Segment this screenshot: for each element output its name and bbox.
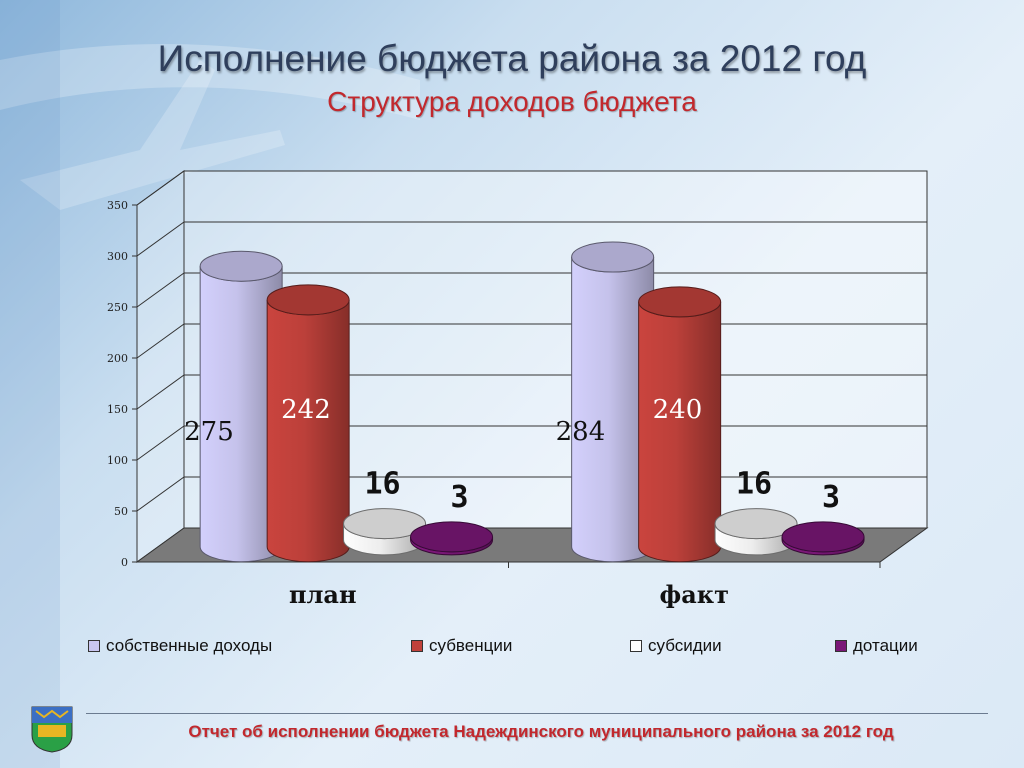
data-label: 275 xyxy=(184,417,234,447)
bar-top xyxy=(638,286,722,318)
bar-top xyxy=(343,508,427,540)
legend-label: дотации xyxy=(853,636,918,655)
bar-top xyxy=(410,521,494,553)
bar-body xyxy=(266,299,350,563)
bar-cylinder xyxy=(781,521,865,556)
bar-top xyxy=(571,241,655,273)
bar-body xyxy=(638,301,722,563)
district-emblem xyxy=(31,706,73,753)
slide-title: Исполнение бюджета района за 2012 год xyxy=(157,38,867,79)
data-label: 242 xyxy=(281,395,331,425)
x-category-label: факт xyxy=(660,580,729,609)
bar-cylinder xyxy=(410,521,494,556)
legend-item: собственные доходы xyxy=(88,636,272,656)
x-category-label: план xyxy=(289,580,357,609)
chart-side-wall xyxy=(136,170,185,563)
data-label: 3 xyxy=(451,480,469,515)
legend-label: субвенции xyxy=(429,636,513,655)
data-label: 16 xyxy=(364,467,400,502)
y-tick-label: 50 xyxy=(114,505,128,518)
data-label: 16 xyxy=(736,467,772,502)
chart-legend: собственные доходы субвенции субсидии до… xyxy=(80,636,960,658)
legend-swatch xyxy=(411,640,423,652)
bar-cylinder xyxy=(199,250,283,563)
data-label: 3 xyxy=(822,480,840,515)
y-tick-label: 0 xyxy=(121,556,128,569)
gridline xyxy=(136,221,927,257)
y-tick-label: 250 xyxy=(107,301,128,314)
bar-cylinder xyxy=(571,241,655,563)
y-tick-label: 150 xyxy=(107,403,128,416)
bar-cylinder xyxy=(714,508,798,556)
slide-subtitle: Структура доходов бюджета xyxy=(327,86,697,117)
y-tick-label: 300 xyxy=(107,250,128,263)
bar-top xyxy=(199,250,283,282)
bar-top xyxy=(714,508,798,540)
footer-text: Отчет об исполнении бюджета Надеждинског… xyxy=(188,722,894,741)
footer-divider xyxy=(86,713,988,714)
bar-top xyxy=(781,521,865,553)
legend-item: субвенции xyxy=(411,636,512,656)
legend-item: субсидии xyxy=(630,636,722,656)
legend-swatch xyxy=(88,640,100,652)
gridline xyxy=(136,170,927,206)
legend-item: дотации xyxy=(835,636,918,656)
bar-top xyxy=(266,284,350,316)
gridline xyxy=(136,272,927,308)
legend-label: собственные доходы xyxy=(106,636,273,655)
data-label: 284 xyxy=(556,417,606,447)
bar-cylinder xyxy=(266,284,350,563)
legend-swatch xyxy=(630,640,642,652)
data-label: 240 xyxy=(653,395,703,425)
y-tick-label: 100 xyxy=(107,454,128,467)
bar-cylinder xyxy=(638,286,722,563)
y-tick-label: 350 xyxy=(107,199,128,212)
legend-swatch xyxy=(835,640,847,652)
y-tick-label: 200 xyxy=(107,352,128,365)
legend-label: субсидии xyxy=(648,636,722,655)
